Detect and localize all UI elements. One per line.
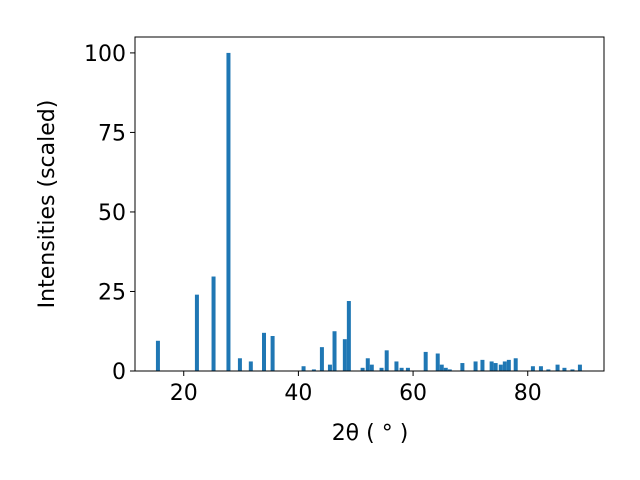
bar [423,351,428,371]
bar [248,361,253,371]
bar [577,364,582,371]
bar [394,361,399,371]
bar [194,294,199,371]
bar [211,276,216,371]
bar [489,361,494,371]
bar [439,364,444,371]
bar [502,361,507,371]
bar [369,364,374,371]
bar [319,347,324,371]
bar [443,367,448,371]
x-tick-label: 80 [514,381,542,406]
y-tick-label: 0 [112,360,126,385]
y-axis-label: Intensities (scaled) [35,100,60,309]
bar [546,369,551,371]
plot-frame [134,36,605,372]
bar [460,363,465,371]
x-axis-label: 2θ ( ° ) [332,421,409,446]
bar [327,364,332,371]
bar [538,366,543,371]
bar [399,367,404,371]
bar [555,364,560,371]
bar [493,363,498,371]
bar [365,358,370,371]
bar [379,367,384,371]
y-tick-label: 50 [98,201,126,226]
bar [270,336,275,371]
bar [435,353,440,371]
bar [405,367,410,371]
bar [301,366,306,371]
x-tick-label: 40 [284,381,312,406]
x-tick-label: 20 [170,381,198,406]
bar [360,367,365,371]
bar [447,369,452,371]
y-tick-label: 75 [98,121,126,146]
y-tick-label: 100 [84,42,126,67]
bar [480,359,485,371]
bar [498,364,503,371]
bar [262,332,267,371]
bar [332,331,337,371]
bar [226,52,231,372]
y-tick-label: 25 [98,280,126,305]
bar [513,358,518,371]
bar [311,369,316,371]
bar [155,340,160,371]
bar [473,361,478,371]
bar [384,350,389,371]
bar [237,358,242,371]
bar [342,339,347,371]
bar [530,366,535,371]
bar [562,367,567,371]
x-tick-label: 60 [399,381,427,406]
bar [570,369,575,371]
bar [346,301,351,371]
bar [506,359,511,371]
